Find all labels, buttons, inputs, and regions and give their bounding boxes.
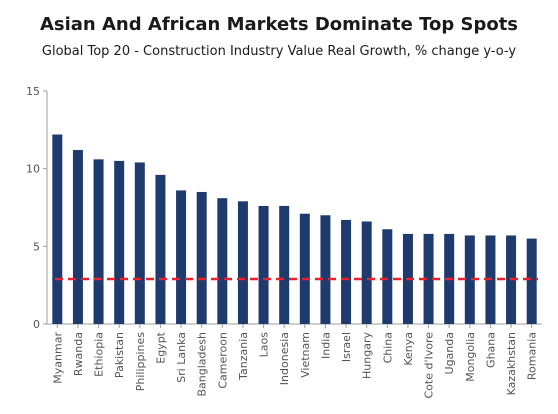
bar (134, 162, 145, 324)
category-label: Cameroon (216, 332, 229, 389)
category-label: Ethiopia (93, 332, 106, 377)
category-label: Tanzania (237, 332, 250, 381)
category-label: Myanmar (51, 332, 64, 384)
category-label: China (381, 332, 394, 363)
bar (361, 221, 372, 324)
category-label: Sri Lanka (175, 332, 188, 383)
category-label: Israel (340, 332, 353, 362)
bar (72, 150, 83, 324)
category-label: Kazakhstan (505, 332, 518, 395)
category-label: India (319, 332, 332, 359)
category-label: Egypt (154, 331, 167, 363)
y-tick-label: 5 (33, 240, 40, 253)
bar (299, 213, 310, 324)
bar (114, 160, 125, 324)
bar (196, 191, 207, 324)
bar (217, 198, 228, 324)
bar (258, 205, 269, 324)
category-label: Romania (526, 332, 539, 380)
category-label: Philippines (134, 332, 147, 392)
category-label: Mongolia (464, 332, 477, 382)
chart-title: Asian And African Markets Dominate Top S… (39, 14, 519, 35)
bar (320, 215, 331, 324)
category-label: Bangladesh (196, 332, 209, 397)
bar (526, 238, 537, 324)
bar (341, 219, 352, 324)
category-label: Laos (258, 332, 271, 358)
y-tick-label: 0 (33, 318, 40, 331)
bar (464, 235, 475, 324)
chart-subtitle: Global Top 20 - Construction Industry Va… (41, 44, 517, 59)
y-tick-label: 15 (26, 85, 40, 98)
bar (237, 201, 248, 324)
category-label: Cote d'Ivore (423, 332, 436, 399)
category-label: Uganda (443, 332, 456, 374)
bar (423, 233, 434, 324)
bar (279, 205, 290, 324)
category-label: Kenya (402, 332, 415, 366)
category-label: Hungary (361, 332, 374, 379)
bar (52, 134, 63, 324)
bar (155, 174, 166, 324)
category-label: Rwanda (72, 332, 85, 376)
bar (93, 159, 104, 324)
category-label: Vietnam (299, 332, 312, 378)
category-label: Pakistan (113, 332, 126, 378)
category-label: Ghana (484, 332, 497, 368)
category-label: Indonesia (278, 332, 291, 385)
bar (382, 229, 393, 324)
y-tick-label: 10 (26, 163, 40, 176)
bar (176, 190, 187, 324)
